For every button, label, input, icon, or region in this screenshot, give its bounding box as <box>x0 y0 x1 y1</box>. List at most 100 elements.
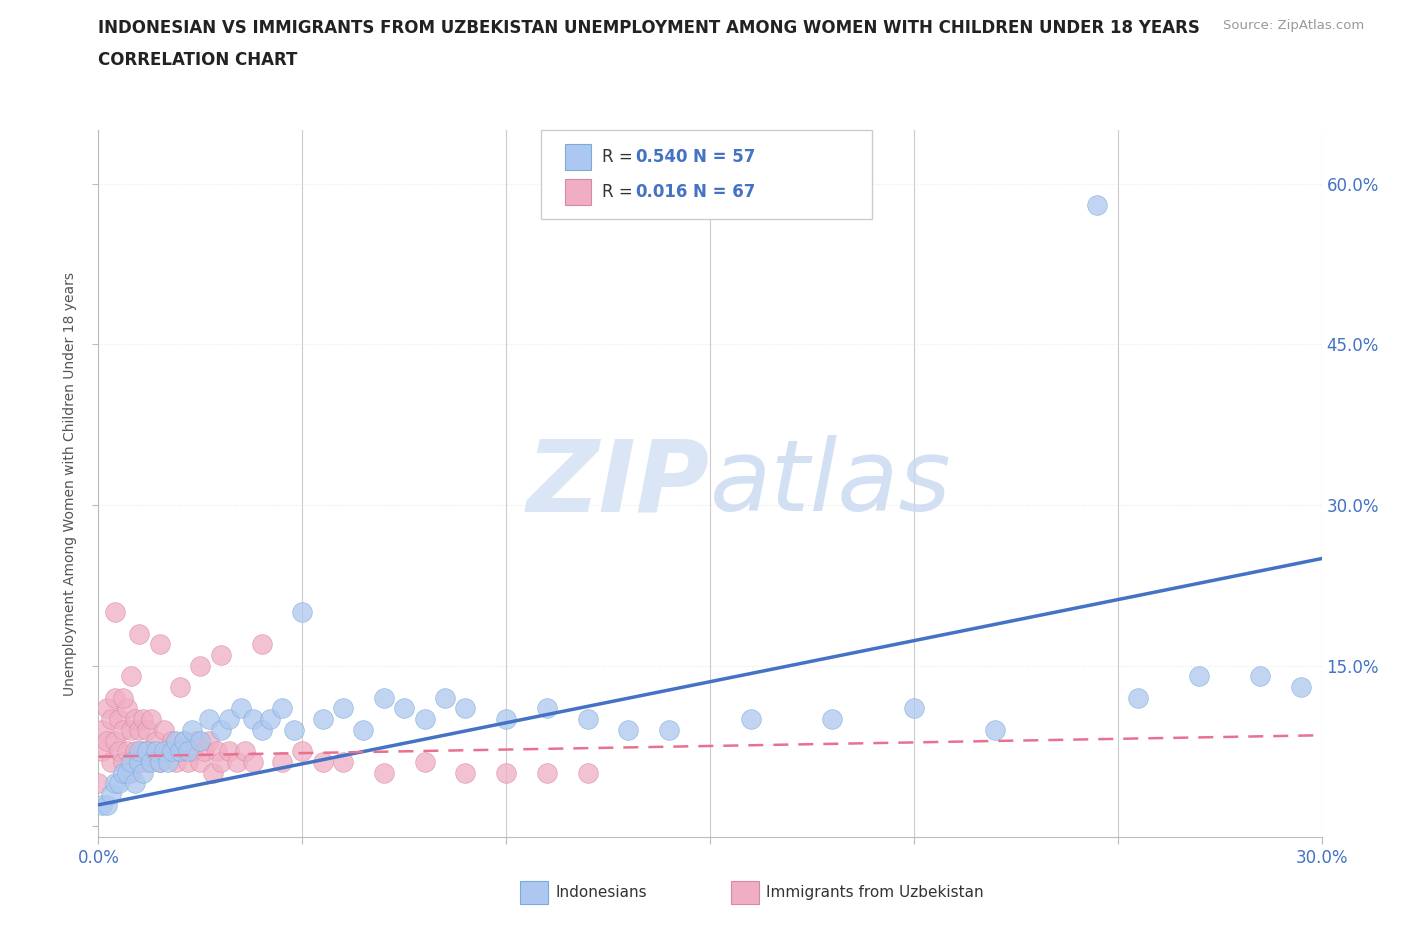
Point <box>312 711 335 726</box>
Y-axis label: Unemployment Among Women with Children Under 18 years: Unemployment Among Women with Children U… <box>63 272 77 696</box>
Point <box>332 754 354 769</box>
Point <box>188 658 212 673</box>
Point <box>242 711 264 726</box>
Point <box>111 690 134 705</box>
Point <box>111 765 134 780</box>
Text: atlas: atlas <box>710 435 952 532</box>
Point <box>136 723 159 737</box>
Point <box>115 744 138 759</box>
Point <box>1128 690 1150 705</box>
Point <box>100 787 122 802</box>
Text: N = 57: N = 57 <box>693 148 755 166</box>
Point <box>209 647 232 662</box>
Point <box>169 744 191 759</box>
Text: ZIP: ZIP <box>527 435 710 532</box>
Point <box>658 723 681 737</box>
Point <box>141 754 163 769</box>
Point <box>160 733 183 748</box>
Text: R =: R = <box>602 183 638 201</box>
Point <box>218 744 240 759</box>
Point <box>536 765 558 780</box>
Point <box>136 744 159 759</box>
Point <box>108 776 131 790</box>
Point <box>132 765 155 780</box>
Point <box>124 744 146 759</box>
Point <box>617 723 640 737</box>
Point <box>197 733 219 748</box>
Point <box>108 744 131 759</box>
Text: 0.540: 0.540 <box>636 148 688 166</box>
Point <box>201 765 224 780</box>
Point <box>821 711 844 726</box>
Point <box>145 733 167 748</box>
Point <box>156 754 179 769</box>
Point <box>165 754 187 769</box>
Point <box>104 690 127 705</box>
Point <box>141 744 163 759</box>
Point <box>128 744 150 759</box>
Point <box>291 604 314 619</box>
Point <box>115 701 138 716</box>
Point <box>96 701 118 716</box>
Point <box>181 744 204 759</box>
Point <box>145 744 167 759</box>
Point <box>231 701 253 716</box>
Text: Indonesians: Indonesians <box>555 885 647 900</box>
Point <box>177 754 200 769</box>
Point <box>352 723 374 737</box>
Point <box>115 765 138 780</box>
Point <box>495 711 517 726</box>
Text: R =: R = <box>602 148 638 166</box>
Point <box>332 701 354 716</box>
Point <box>1291 680 1313 695</box>
Point <box>984 723 1007 737</box>
Point <box>188 733 212 748</box>
Point <box>903 701 925 716</box>
Point <box>250 637 273 652</box>
Text: N = 67: N = 67 <box>693 183 755 201</box>
Point <box>186 733 208 748</box>
Point <box>536 701 558 716</box>
Point <box>454 701 477 716</box>
Point <box>156 744 179 759</box>
Text: INDONESIAN VS IMMIGRANTS FROM UZBEKISTAN UNEMPLOYMENT AMONG WOMEN WITH CHILDREN : INDONESIAN VS IMMIGRANTS FROM UZBEKISTAN… <box>98 19 1201 36</box>
Point <box>149 754 172 769</box>
Point <box>128 626 150 641</box>
Point <box>96 733 118 748</box>
Point <box>120 765 142 780</box>
Point <box>132 711 155 726</box>
Text: CORRELATION CHART: CORRELATION CHART <box>98 51 298 69</box>
Point <box>87 776 110 790</box>
Point <box>152 723 174 737</box>
Point <box>124 711 146 726</box>
Point <box>197 711 219 726</box>
Point <box>218 711 240 726</box>
Point <box>413 754 436 769</box>
Point <box>108 711 131 726</box>
Point <box>373 690 395 705</box>
Point <box>128 754 150 769</box>
Point <box>576 765 599 780</box>
Point <box>136 754 159 769</box>
Point <box>392 701 416 716</box>
Point <box>169 680 191 695</box>
Point <box>91 723 114 737</box>
Point <box>104 776 127 790</box>
Point <box>120 754 142 769</box>
Point <box>96 797 118 812</box>
Point <box>270 701 294 716</box>
Point <box>173 733 195 748</box>
Point <box>1188 669 1211 684</box>
Point <box>209 754 232 769</box>
Point <box>312 754 335 769</box>
Point <box>149 637 172 652</box>
Point <box>226 754 249 769</box>
Point <box>128 754 150 769</box>
Point <box>104 733 127 748</box>
Point <box>495 765 517 780</box>
Point <box>104 604 127 619</box>
Point <box>1249 669 1271 684</box>
Point <box>188 754 212 769</box>
Point <box>413 711 436 726</box>
Point <box>1085 198 1108 213</box>
